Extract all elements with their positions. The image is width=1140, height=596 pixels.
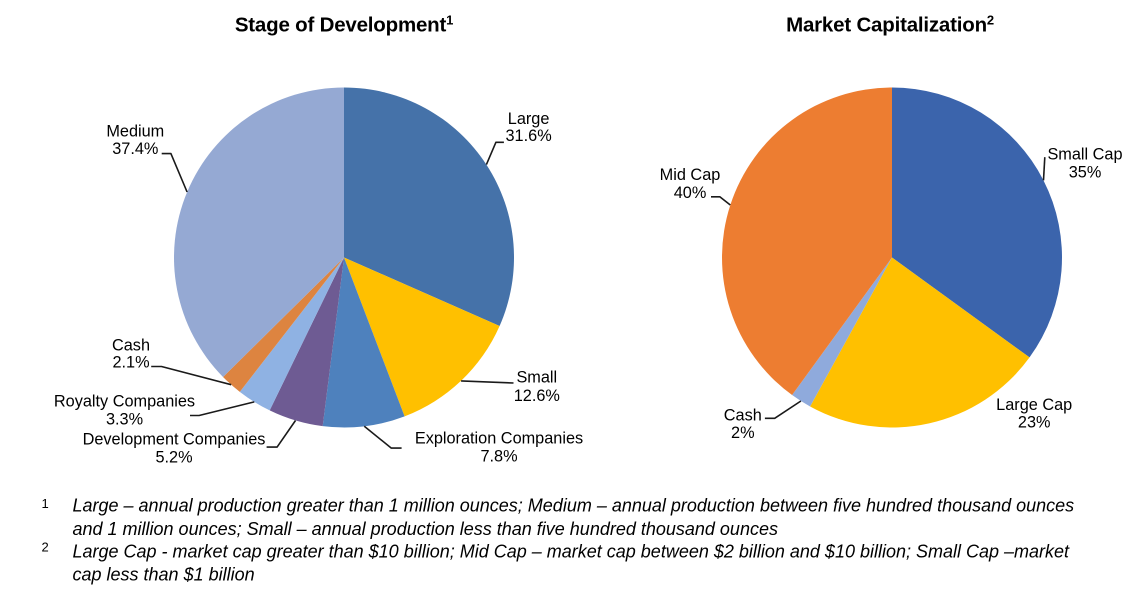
svg-text:Exploration Companies: Exploration Companies: [415, 430, 583, 448]
svg-text:7.8%: 7.8%: [480, 448, 517, 466]
svg-text:2.1%: 2.1%: [112, 354, 149, 372]
svg-text:3.3%: 3.3%: [106, 411, 143, 429]
svg-text:Development Companies: Development Companies: [83, 431, 266, 449]
svg-text:Small Cap: Small Cap: [1047, 146, 1122, 164]
svg-text:2: 2: [42, 540, 49, 555]
svg-text:Cash: Cash: [112, 337, 150, 355]
svg-text:Mid Cap: Mid Cap: [660, 166, 721, 184]
svg-text:Large: Large: [508, 110, 550, 128]
svg-text:Royalty Companies: Royalty Companies: [54, 392, 195, 410]
svg-text:cap less than $1 billion: cap less than $1 billion: [73, 565, 255, 585]
svg-text:Small: Small: [516, 369, 557, 387]
svg-text:23%: 23%: [1018, 414, 1051, 432]
svg-text:Medium: Medium: [106, 122, 164, 140]
svg-text:and 1 million ounces; Small –: and 1 million ounces; Small – annual pro…: [73, 519, 778, 539]
svg-text:35%: 35%: [1069, 164, 1102, 182]
svg-text:37.4%: 37.4%: [112, 140, 158, 158]
svg-text:2%: 2%: [731, 424, 755, 442]
svg-text:5.2%: 5.2%: [155, 449, 192, 467]
svg-text:Stage of Development1: Stage of Development1: [235, 12, 453, 36]
svg-text:Large – annual production grea: Large – annual production greater than 1…: [73, 496, 1075, 516]
svg-text:31.6%: 31.6%: [506, 127, 552, 145]
svg-text:Market Capitalization2: Market Capitalization2: [786, 12, 994, 36]
svg-text:Large Cap - market cap greater: Large Cap - market cap greater than $10 …: [73, 542, 1071, 562]
svg-text:1: 1: [42, 496, 49, 511]
svg-text:40%: 40%: [674, 184, 707, 202]
svg-text:Cash: Cash: [724, 406, 762, 424]
svg-text:Large Cap: Large Cap: [996, 396, 1072, 414]
svg-text:12.6%: 12.6%: [514, 387, 560, 405]
